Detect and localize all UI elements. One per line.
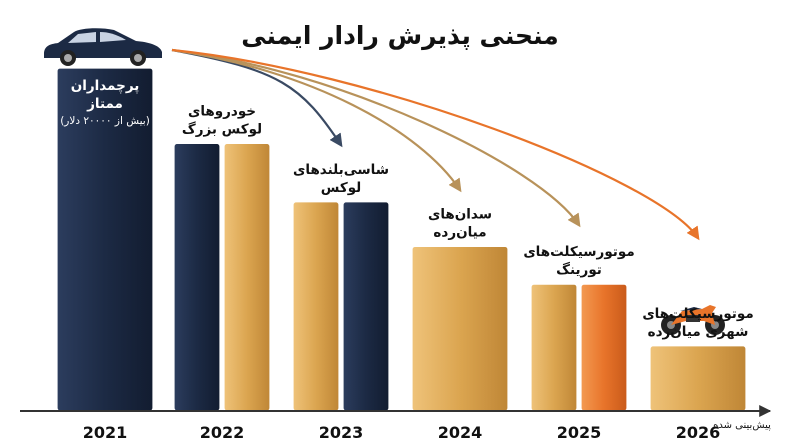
x-tick-2023: 2023 [319, 423, 364, 442]
bar-2023-1 [292, 201, 340, 412]
category-label-2021-line1: پرچمداران [71, 78, 140, 94]
x-tick-2022: 2022 [200, 423, 245, 442]
category-label-2025-line2: تورینگ [556, 261, 602, 278]
motorcycle-icon [661, 305, 725, 335]
category-label-2023-line1: شاسی‌بلندهای [293, 162, 389, 178]
category-label-2022-line2: لوکس بزرگ [182, 121, 262, 137]
adoption-curves [171, 48, 700, 241]
category-label-2026-line1: موتورسیکلت‌های [642, 306, 753, 322]
bar-2022-1 [173, 142, 221, 412]
bar-2025-2 [580, 283, 628, 412]
bars-layer [56, 67, 747, 412]
category-note-2021: (بیش از ۲۰۰۰۰ دلار) [60, 115, 150, 127]
x-tick-2026: 2026 [676, 423, 721, 442]
category-label-2024-line1: سدان‌های [428, 206, 492, 222]
bar-2025-1 [530, 283, 578, 412]
bar-2022-2 [223, 142, 271, 412]
car-icon [44, 28, 162, 66]
x-tick-2024: 2024 [438, 423, 483, 442]
category-label-2021-line2: ممتاز [86, 96, 123, 112]
x-tick-2021: 2021 [83, 423, 128, 442]
adoption-curve-2024 [171, 48, 462, 193]
category-label-2026-line2: شهری میان‌رده [648, 324, 749, 340]
x-axis-ticks: 2021 2022 2023 2024 2025 2026 [83, 423, 721, 442]
bar-2023-2 [342, 201, 390, 412]
bar-2026-1 [649, 345, 747, 412]
category-label-2024-line2: میان‌رده [433, 224, 486, 240]
bar-2024-1 [411, 245, 509, 412]
category-label-2025-line1: موتورسیکلت‌های [523, 244, 634, 260]
category-labels: پرچمداران ممتاز (بیش از ۲۰۰۰۰ دلار) خودروها… [60, 78, 754, 340]
category-label-2023-line2: لوکس [321, 180, 361, 196]
category-label-2022-line1: خودروهای [188, 103, 256, 119]
chart-title: منحنی پذیرش رادار ایمنی [241, 21, 559, 51]
adoption-curve-2025 [171, 48, 581, 228]
x-tick-2025: 2025 [557, 423, 602, 442]
x-axis-label: پیش‌بینی شده [713, 420, 771, 431]
adoption-curve-2026 [171, 48, 700, 241]
